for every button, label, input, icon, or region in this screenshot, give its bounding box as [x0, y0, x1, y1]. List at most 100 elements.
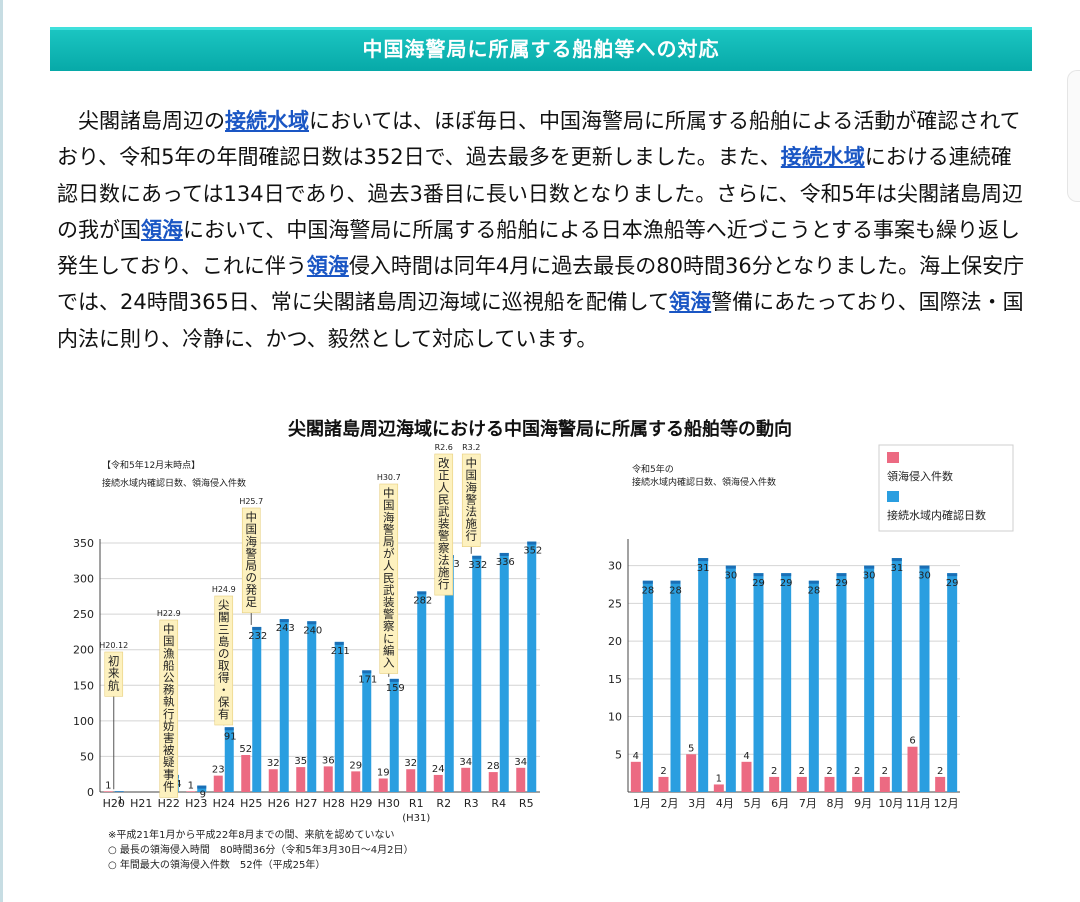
- callout-char: 警: [466, 492, 478, 506]
- callout-char: 件: [163, 779, 175, 793]
- chart1-xtick-label: H26: [268, 797, 290, 810]
- chart1-callout-text: 初来航: [108, 654, 120, 692]
- chart1-xtick-label: R2: [436, 797, 451, 810]
- chart1-label-contiguous: 336: [496, 557, 515, 568]
- chart1-bar-contiguous: [279, 619, 289, 792]
- chart1-label-contiguous: 91: [224, 731, 237, 742]
- chart2-ytick-label: 5: [615, 748, 622, 761]
- chart1-callout-date: H22.9: [157, 609, 181, 618]
- chart1-bar-contiguous-cap: [279, 619, 289, 623]
- callout-char: 編: [383, 643, 395, 657]
- chart2-ytick-label: 30: [608, 560, 622, 573]
- chart2-legend-label-incursions: 領海侵入件数: [887, 469, 953, 483]
- chart1-xtick-label: H20: [103, 797, 125, 810]
- chart1-bar-contiguous-cap: [389, 678, 399, 682]
- chart1-footnote: ○ 年間最大の領海侵入件数 52件（平成25年）: [108, 858, 325, 871]
- callout-char: 警: [246, 546, 258, 560]
- chart2-bar-incursions: [852, 776, 863, 792]
- chart2-bar-incursions: [879, 776, 890, 792]
- chart1-callout-box: [214, 595, 234, 726]
- chart1-bar-contiguous-cap: [499, 552, 509, 556]
- chart2-legend-label-contiguous: 接続水域内確認日数: [887, 508, 986, 522]
- chart1-label-incursions: 32: [404, 758, 417, 769]
- callout-char: 漁: [163, 646, 175, 660]
- link-territorial-sea[interactable]: 領海: [141, 217, 183, 242]
- chart1-corner-label: 【令和5年12月末時点】: [102, 459, 200, 471]
- chart2-xtick-label: 6月: [771, 797, 789, 810]
- callout-char: 施: [466, 517, 478, 531]
- callout-char: 妨: [163, 719, 175, 733]
- chart1-bar-incursions: [186, 791, 196, 792]
- chart1-ytick-label: 150: [73, 679, 94, 692]
- chart1-xtick-label: H23: [185, 797, 207, 810]
- chart1-bar-incursions: [213, 775, 223, 792]
- callout-char: 船: [163, 658, 175, 672]
- chart1-bar-contiguous: [499, 552, 509, 792]
- chart2-xtick-label: 12月: [934, 797, 959, 810]
- callout-char: 尖: [218, 598, 230, 612]
- chart1-bar-incursions: [296, 767, 306, 792]
- callout-char: 中: [246, 510, 258, 524]
- chart2-label-incursions: 6: [909, 736, 915, 747]
- chart1-bar-contiguous-cap: [307, 621, 317, 625]
- side-panel-edge: [1067, 70, 1080, 202]
- chart1-ytick-label: 100: [73, 715, 94, 728]
- chart1-bar-contiguous: [307, 621, 317, 792]
- chart1-ytick-label: 350: [73, 537, 94, 550]
- chart2-xtick-label: 7月: [799, 797, 817, 810]
- callout-char: 法: [438, 553, 450, 567]
- link-contiguous-zone[interactable]: 接続水域: [780, 145, 865, 170]
- callout-char: に: [383, 631, 395, 645]
- chart1-callout-date: R2.6: [435, 443, 453, 452]
- callout-char: 武: [383, 583, 395, 597]
- chart2-bar-incursions: [713, 784, 724, 792]
- callout-char: 警: [438, 529, 450, 543]
- chart2-bar-contiguous: [725, 565, 736, 792]
- chart2-label-incursions: 2: [937, 766, 943, 777]
- chart1-label-incursions: 1: [188, 780, 194, 791]
- chart2-label-contiguous: 30: [863, 571, 876, 582]
- link-contiguous-zone[interactable]: 接続水域: [225, 109, 309, 133]
- chart2-label-contiguous: 28: [641, 586, 654, 597]
- chart2-label-contiguous: 29: [946, 578, 959, 589]
- chart1-bar-incursions: [351, 771, 361, 792]
- chart1-label-contiguous: 9: [200, 790, 206, 801]
- chart1-label-incursions: 32: [267, 758, 280, 769]
- chart1-xtick-label: H29: [350, 797, 372, 810]
- chart1-callout-box: [159, 619, 179, 798]
- chart1-label-incursions: 36: [322, 755, 335, 766]
- chart2-label-contiguous: 31: [890, 563, 903, 574]
- chart1-xtick-label: R4: [491, 797, 506, 810]
- link-territorial-sea[interactable]: 領海: [669, 290, 712, 315]
- chart1-bar-contiguous-cap: [527, 541, 537, 545]
- chart2-legend-swatch-contiguous: [887, 491, 899, 502]
- chart2-bar-incursions: [824, 776, 835, 792]
- chart2-label-incursions: 4: [743, 751, 749, 762]
- callout-char: の: [218, 647, 230, 661]
- chart2-bar-contiguous: [781, 573, 792, 792]
- chart2-bar-contiguous-cap: [947, 573, 958, 577]
- chart2-bar-contiguous: [836, 573, 847, 792]
- link-territorial-sea[interactable]: 領海: [306, 254, 349, 279]
- callout-char: 装: [383, 595, 395, 609]
- chart1-label-contiguous: 211: [331, 646, 350, 657]
- chart2-bar-incursions: [796, 776, 807, 792]
- chart2-label-contiguous: 29: [780, 578, 793, 589]
- chart1-xtick-label: H28: [323, 797, 345, 810]
- chart1-callout-box: [379, 483, 399, 674]
- chart2-bar-contiguous-cap: [836, 573, 847, 577]
- callout-char: 局: [246, 559, 258, 573]
- chart1-label-contiguous: 332: [468, 560, 487, 571]
- chart1-ytick-label: 300: [73, 573, 94, 586]
- chart1-label-incursions: 52: [239, 744, 252, 755]
- chart2-bar-contiguous: [919, 565, 930, 792]
- callout-char: 来: [108, 666, 120, 680]
- chart2-bar-contiguous: [808, 580, 819, 792]
- callout-char: 改: [438, 456, 450, 470]
- callout-char: 海: [466, 480, 478, 494]
- chart2-bar-contiguous-cap: [919, 565, 930, 569]
- callout-char: ・: [218, 683, 230, 697]
- chart1-label-contiguous: 171: [358, 674, 377, 685]
- callout-char: 察: [438, 541, 450, 555]
